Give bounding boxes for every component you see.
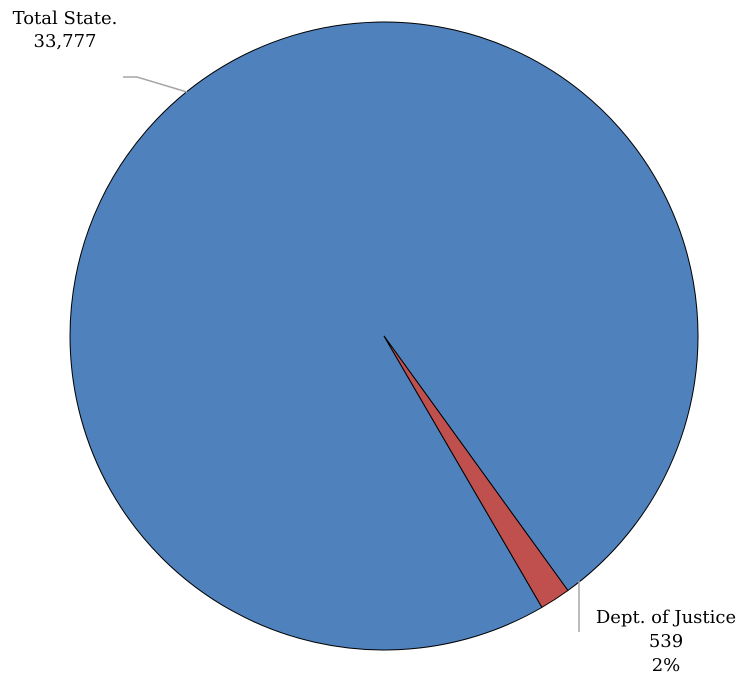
data-label-total-state-line-1: Total State.: [13, 8, 118, 29]
data-label-dept-of-justice-line-3: 2%: [652, 655, 681, 676]
data-labels-layer: Total State. 33,777 Dept. of Justice 539 2%: [13, 8, 737, 676]
slices-layer: [69, 21, 699, 651]
leader-line-total-state: [123, 76, 188, 93]
data-label-dept-of-justice: Dept. of Justice 539 2%: [596, 607, 736, 676]
data-label-total-state-line-2: 33,777: [34, 31, 97, 52]
data-label-dept-of-justice-line-2: 539: [649, 631, 683, 652]
data-label-dept-of-justice-line-1: Dept. of Justice: [596, 607, 736, 628]
data-label-total-state: Total State. 33,777: [13, 8, 118, 52]
pie-slice-dept-of-justice: [383, 335, 569, 609]
leader-lines-layer: [123, 76, 580, 632]
